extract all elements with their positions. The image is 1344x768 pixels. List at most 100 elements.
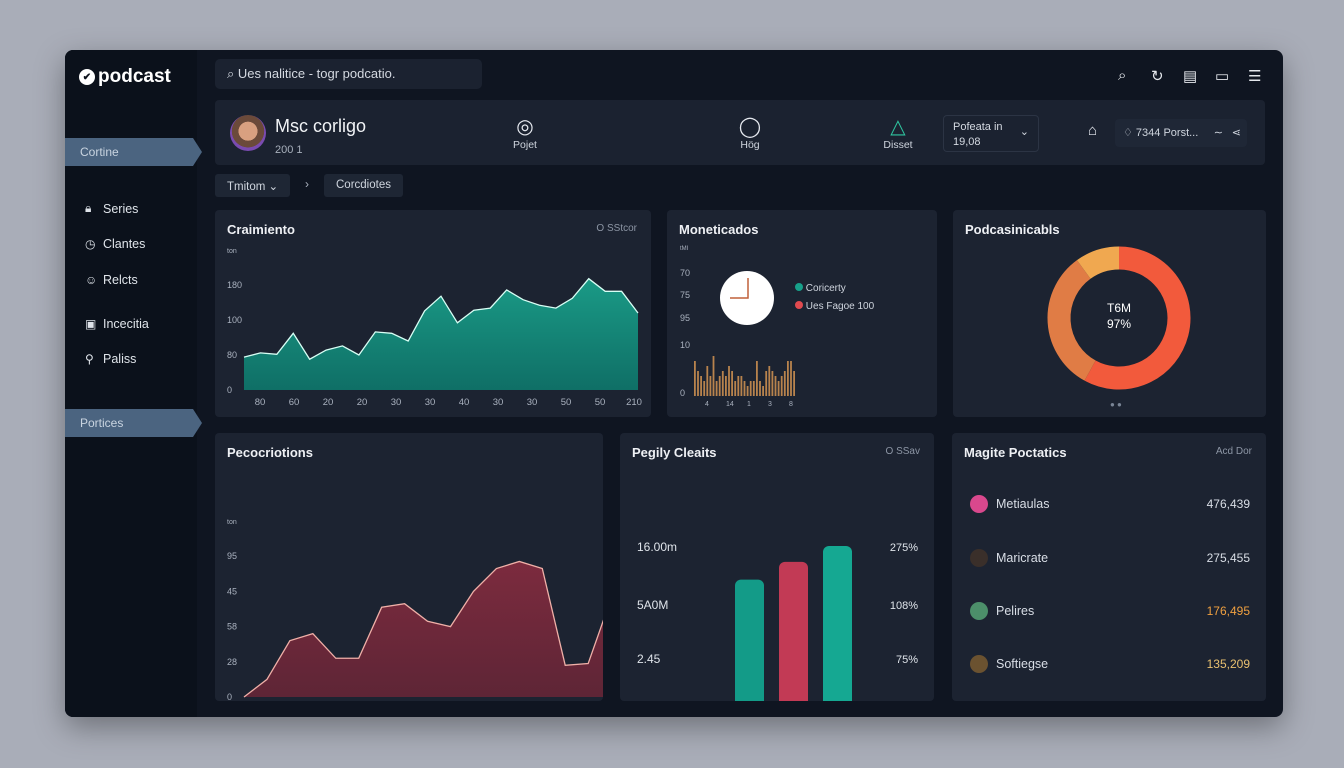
y-tick-label: ton [227, 519, 237, 526]
legend-dot [795, 283, 803, 291]
x-tick-label: 80 [255, 397, 266, 408]
growth-chart: 0 80 100 180 ton 80 60 20 20 30 30 40 30 30 50 50 210 [227, 248, 642, 408]
clipboard-icon[interactable]: ▤ [1183, 68, 1198, 85]
chevron-right-icon: › [305, 177, 309, 191]
card-action[interactable]: O SStcor [596, 223, 637, 234]
chip-text: 7344 Porst... [1135, 127, 1199, 139]
breadcrumb-dropdown[interactable]: Tmitom ⌄ [215, 174, 291, 197]
bar [765, 371, 768, 396]
list-item[interactable]: Metiaulas [970, 495, 1050, 513]
hero-item-pojet[interactable]: ◎ Pojet [505, 114, 545, 151]
sidebar-item-incecitia[interactable]: ▣ Incecitia [85, 317, 149, 331]
podcast-name: Pelires [996, 604, 1035, 618]
x-tick-label: 3 [768, 401, 772, 408]
fingerprint-icon: ◎ [516, 116, 534, 138]
bar [728, 366, 730, 396]
bar [746, 386, 749, 396]
x-tick-label: 210 [626, 397, 642, 408]
predictions-card: Pecocriotions 028584595ton10450206030204… [215, 433, 603, 701]
bar [787, 361, 789, 396]
y-tick-label: 95 [680, 313, 690, 323]
menu-icon[interactable]: ☰ [1248, 68, 1262, 85]
predictions-chart: 028584595ton1045020603020402030302020 [227, 519, 603, 701]
hero-item-hog[interactable]: ◯ Hög [730, 114, 770, 151]
bar [712, 356, 715, 396]
podcast-avatar-icon [970, 655, 988, 673]
left-tick-label: 16.00m [637, 540, 677, 554]
breadcrumb-item[interactable]: Corcdiotes [324, 174, 403, 197]
label: Pojet [513, 139, 537, 151]
legend-label: Ues Fagoe 100 [805, 301, 875, 312]
sidebar-item-paliss[interactable]: ⚲ Paliss [85, 352, 136, 366]
bar [721, 371, 724, 396]
card-action[interactable]: Acd Dor [1215, 446, 1252, 457]
right-tick-label: 275% [890, 542, 918, 554]
search-icon[interactable]: ⌕ [1118, 67, 1127, 84]
bar [793, 371, 795, 396]
bar [735, 579, 764, 701]
area-fill [244, 561, 603, 697]
bar [740, 376, 743, 396]
card-title: Craimiento [227, 222, 295, 237]
right-tick-label: 108% [890, 600, 918, 612]
left-tick-label: 5A0M [637, 598, 668, 612]
x-tick-label: 20 [357, 397, 368, 408]
x-tick-label: 20 [323, 397, 334, 408]
sidebar-item-clantes[interactable]: ◷ Clantes [85, 237, 145, 251]
list-item[interactable]: Maricrate [970, 549, 1048, 567]
growth-card: Craimiento O SStcor 0 80 100 180 ton 80 60 20 20… [215, 210, 651, 417]
label: Hög [740, 139, 760, 151]
podcast-name: Metiaulas [996, 497, 1050, 511]
weekly-charts-card: Pegily Cleaits O SSav 16.00m5A0M2.452.50… [620, 433, 934, 701]
avatar[interactable] [230, 115, 266, 151]
donut-slice [1047, 260, 1097, 381]
home-icon[interactable]: ⌂ [1088, 122, 1098, 139]
legend-item: Ues Fagoe 100 [795, 298, 874, 316]
pagination-dots[interactable]: ● ● [1110, 400, 1122, 409]
logo[interactable]: ✔ podcast [79, 66, 171, 88]
sidebar-item-series[interactable]: 🔒︎ Series [85, 201, 138, 216]
hero-item-disset[interactable]: △ Disset [878, 114, 918, 151]
bar [725, 376, 727, 396]
share-icon[interactable]: ⋖ [1231, 127, 1241, 139]
bar [823, 546, 852, 701]
window-icon[interactable]: ▭ [1215, 68, 1230, 85]
x-tick-label: 8 [789, 401, 793, 408]
podcast-value: 135,209 [1206, 657, 1250, 671]
top-podcasts-card: Magite Poctatics Acd Dor Metiaulas 476,43… [952, 433, 1266, 701]
bomb-icon: ◯ [738, 116, 762, 138]
refresh-icon[interactable]: ↻ [1151, 68, 1164, 85]
y-tick-label: 0 [680, 388, 685, 398]
lock-icon: 🔒︎ [85, 201, 92, 215]
profile-sub: 200 1 [275, 144, 303, 156]
period-select[interactable]: Pofeata in 19,08 ⌄ [943, 115, 1039, 152]
y-tick-label: 10 [680, 340, 690, 350]
bar [737, 376, 740, 396]
legend-item: Coricerty [795, 280, 874, 298]
y-tick-label: 45 [227, 586, 237, 596]
search-input[interactable]: ⌕ Ues nalitice - togr podcatio. [215, 59, 482, 89]
podcast-avatar-icon [970, 495, 988, 513]
sidebar-item-cortine[interactable]: Cortine [65, 138, 202, 166]
card-title: Podcasinicabls [965, 222, 1060, 237]
bar [762, 386, 764, 396]
sidebar-item-relcts[interactable]: ☺ Relcts [85, 273, 138, 287]
x-tick-label: 1 [747, 401, 751, 408]
label: Series [103, 201, 139, 216]
bar [768, 366, 771, 396]
list-item[interactable]: Pelires [970, 602, 1034, 620]
bar [700, 376, 702, 396]
sidebar-item-portices[interactable]: Portices [65, 409, 202, 437]
chevron-down-icon: ⌄ [1019, 126, 1029, 138]
select-line1: Pofeata in [953, 121, 1003, 133]
trend-icon[interactable]: ∼ [1213, 127, 1223, 139]
list-item[interactable]: Softiegse [970, 655, 1048, 673]
podcast-avatar-icon [970, 602, 988, 620]
bar [706, 366, 709, 396]
label: Paliss [103, 352, 137, 366]
card-action[interactable]: O SSav [885, 446, 920, 457]
podcast-value: 275,455 [1206, 551, 1250, 565]
bar [756, 361, 758, 396]
location-chip[interactable]: ♢ 7344 Porst... ∼ ⋖ [1115, 119, 1247, 147]
